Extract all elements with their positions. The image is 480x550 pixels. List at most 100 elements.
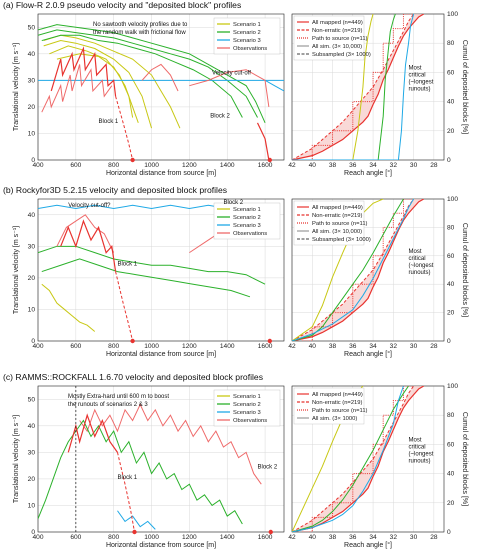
x-tick-label: 1000 (144, 534, 159, 541)
x-tick-label: 1200 (182, 534, 197, 541)
series-line-obs (79, 403, 262, 485)
y-tick-label: 0 (31, 338, 35, 345)
y-axis-label: Translational velocity [m s⁻¹] (13, 43, 20, 131)
y-tick-label: 20 (447, 128, 455, 135)
y-tick-label: 50 (28, 396, 36, 403)
y-tick-label: 30 (28, 449, 36, 456)
y-tick-label: 40 (447, 99, 455, 106)
annotation-line: (~longest (409, 451, 434, 457)
annotation: Block 1 (117, 475, 137, 481)
x-tick-label: 1000 (144, 343, 159, 350)
series-line-obs (189, 69, 270, 107)
y-tick-label: 40 (28, 212, 36, 219)
legend-label: Scenario 1 (233, 22, 261, 28)
series-group (292, 14, 425, 160)
annotation-line: (~longest (409, 79, 434, 85)
y-tick-label: 40 (447, 281, 455, 288)
x-tick-label: 1000 (144, 162, 159, 169)
annotation: Block 1 (99, 119, 119, 125)
y-tick-label: 20 (28, 104, 36, 111)
plot-frame (37, 385, 285, 533)
annotation-line: Most (409, 249, 422, 255)
x-axis-label: Reach angle [°] (344, 350, 392, 358)
x-tick-label: 40 (309, 534, 317, 541)
y-tick-label: 0 (31, 529, 35, 536)
series-line-s2 (292, 386, 409, 532)
annotation-line: runouts) (409, 458, 431, 464)
x-axis-label: Reach angle [°] (344, 169, 392, 177)
annotation-line: Most (409, 437, 422, 443)
y-tick-label: 40 (28, 51, 36, 58)
legend-label: Observations (233, 418, 267, 424)
legend: Scenario 1 Scenario 2 Scenario 3 Observatio… (213, 389, 281, 427)
y-tick-label: 30 (28, 243, 36, 250)
annotation: No sawtooth velocity profiles due to (93, 22, 188, 28)
deposit-point (267, 157, 273, 163)
annotation-line: critical (409, 444, 426, 450)
x-tick-label: 32 (390, 162, 398, 169)
legend-label: Observations (233, 46, 267, 52)
legend-label: Scenario 3 (233, 410, 261, 416)
deposit-point (132, 529, 137, 535)
legend: All mapped (n=449) Non-erratic (n=219) Pat… (293, 387, 368, 425)
legend-label: Scenario 2 (233, 30, 261, 36)
y-axis-label: Cumul of deposited blocks [%] (461, 223, 468, 317)
x-tick-label: 1600 (258, 162, 273, 169)
series-group (38, 403, 262, 532)
x-axis-label: Reach angle [°] (344, 541, 392, 549)
deposit-point (268, 529, 273, 535)
plot-frame (37, 13, 285, 161)
legend-label: Path to source (n=11) (312, 408, 368, 414)
y-tick-label: 20 (28, 275, 36, 282)
series-line-s3 (117, 510, 156, 530)
y-tick-label: 0 (447, 157, 451, 164)
legend-label: Path to source (n=11) (312, 36, 368, 42)
annotation: Velocity cut-off (212, 70, 251, 76)
series-line-s3 (292, 199, 415, 341)
legend-label: Scenario 3 (233, 223, 261, 229)
annotation-line: runouts) (409, 86, 431, 92)
legend-label: Non-erratic (n=219) (312, 28, 362, 34)
x-axis-label: Horizontal distance from source [m] (106, 351, 216, 358)
series-line-red (60, 219, 117, 272)
series-group (38, 24, 284, 160)
legend-label: Observations (233, 231, 267, 237)
x-tick-label: 800 (108, 162, 119, 169)
y-tick-label: 80 (447, 40, 455, 47)
legend-label: Scenario 2 (233, 215, 261, 221)
panel-title: (c) RAMMS::ROCKFALL 1.6.70 velocity and … (3, 372, 263, 382)
y-tick-label: 100 (447, 196, 458, 203)
x-tick-label: 36 (349, 343, 357, 350)
legend-label: All mapped (n=449) (312, 392, 363, 398)
y-tick-label: 50 (28, 24, 36, 31)
legend: All mapped (n=449) Non-erratic (n=219) Pat… (293, 15, 371, 61)
series-line-red (50, 46, 117, 97)
x-tick-label: 28 (430, 534, 438, 541)
y-tick-label: 80 (447, 224, 455, 231)
legend-label: Scenario 1 (233, 394, 261, 400)
annotation-line: runouts) (409, 270, 431, 276)
y-tick-label: 60 (447, 69, 455, 76)
series-group (292, 199, 425, 341)
series-line-s1 (56, 53, 139, 124)
series-line-red (256, 122, 270, 160)
series-line-nonerratic (292, 14, 415, 160)
y-tick-label: 0 (447, 529, 451, 536)
series-line-red-dash (115, 96, 134, 160)
y-tick-label: 60 (447, 441, 455, 448)
x-tick-label: 1200 (182, 162, 197, 169)
y-tick-label: 100 (447, 11, 458, 18)
series-line-red (67, 413, 118, 453)
x-tick-label: 38 (329, 343, 337, 350)
legend-label: Path to source (n=11) (312, 221, 368, 227)
legend-label: Scenario 1 (233, 207, 261, 213)
x-tick-label: 42 (288, 343, 296, 350)
series-line-s2 (38, 419, 243, 525)
annotation: Block 1 (117, 261, 137, 267)
series-line-s2 (41, 34, 243, 118)
y-tick-label: 80 (447, 412, 455, 419)
series-line-s2 (41, 258, 251, 298)
